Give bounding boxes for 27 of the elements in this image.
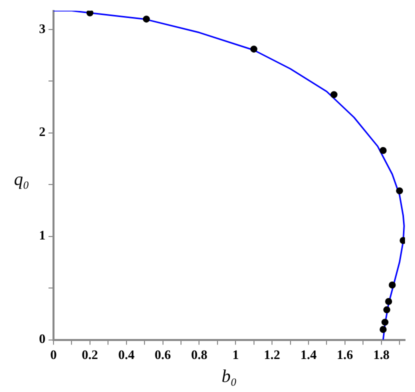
point: [381, 318, 388, 326]
point: [396, 187, 404, 194]
x-tick-label: 0.2: [82, 346, 98, 362]
point: [383, 306, 390, 314]
y-axis-title: q₀: [14, 169, 30, 190]
point: [388, 281, 396, 288]
x-axis-title: b₀: [222, 366, 237, 386]
y-tick-label: 1: [39, 228, 46, 243]
point: [142, 16, 150, 23]
point: [250, 46, 258, 53]
x-tick-label: 1.6: [336, 346, 354, 362]
y-tick-label: 3: [39, 20, 46, 36]
x-tick-label: 1.2: [264, 346, 280, 362]
y-tick-label: 0: [39, 331, 46, 346]
point: [385, 298, 392, 306]
x-tick-label: 1.4: [300, 346, 318, 362]
x-tick-label: 1: [232, 346, 239, 362]
x-tick-label: 0.8: [191, 346, 208, 362]
x-tick-label: 0.6: [154, 346, 172, 362]
point: [380, 326, 387, 333]
point: [330, 91, 338, 98]
x-tick-label: 0: [50, 346, 57, 362]
point: [86, 10, 94, 16]
y-tick-label: 2: [39, 124, 46, 140]
point: [380, 146, 387, 154]
x-tick-label: 1.8: [373, 346, 390, 362]
x-tick-label: 0.4: [118, 346, 135, 362]
